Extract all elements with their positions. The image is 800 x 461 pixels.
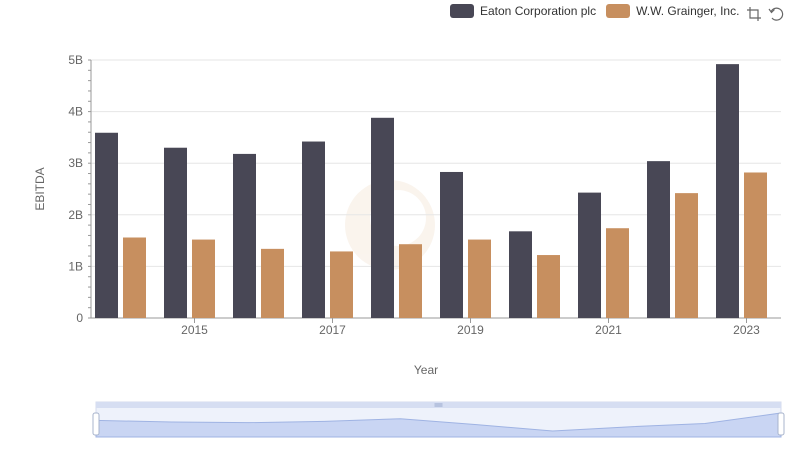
bar-grainger — [537, 255, 560, 318]
y-tick-label: 5B — [68, 53, 83, 67]
y-tick-label: 2B — [68, 208, 83, 222]
zoom-select-icon[interactable] — [746, 6, 762, 22]
x-tick-label: 2019 — [457, 323, 484, 337]
bar-grainger — [744, 172, 767, 318]
bar-eaton — [716, 64, 739, 319]
restore-icon[interactable] — [768, 6, 784, 22]
legend-label-grainger: W.W. Grainger, Inc. — [636, 4, 740, 18]
bar-eaton — [302, 141, 325, 318]
bar-grainger — [192, 239, 215, 318]
bar-grainger — [606, 228, 629, 318]
legend: Eaton Corporation plc W.W. Grainger, Inc… — [450, 4, 739, 18]
x-tick-label: 2015 — [181, 323, 208, 337]
x-tick-label: 2023 — [733, 323, 760, 337]
y-tick-label: 0 — [76, 311, 83, 325]
legend-label-eaton: Eaton Corporation plc — [480, 4, 597, 18]
legend-item-eaton[interactable]: Eaton Corporation plc — [450, 4, 596, 18]
y-tick-label: 3B — [68, 156, 83, 170]
bar-grainger — [123, 237, 146, 318]
zoom-drag-grip[interactable] — [434, 403, 443, 407]
legend-item-grainger[interactable]: W.W. Grainger, Inc. — [606, 4, 739, 18]
bar-grainger — [330, 251, 353, 318]
bar-eaton — [371, 117, 394, 319]
bar-eaton — [647, 161, 670, 318]
x-axis-title: Year — [414, 363, 438, 377]
legend-swatch-eaton — [450, 4, 474, 18]
y-tick-label: 1B — [68, 259, 83, 273]
chart-toolbar — [746, 6, 784, 22]
bar-grainger — [675, 193, 698, 318]
bar-grainger — [468, 239, 491, 318]
bar-eaton — [95, 132, 118, 318]
y-axis-title: EBITDA — [33, 167, 47, 210]
y-tick-label: 4B — [68, 105, 83, 119]
bar-eaton — [509, 231, 532, 318]
zoom-handle-left[interactable] — [92, 412, 100, 436]
bar-eaton — [164, 147, 187, 318]
bar-eaton — [440, 171, 463, 318]
bar-eaton — [578, 192, 601, 318]
bar-grainger — [261, 248, 284, 318]
x-tick-label: 2017 — [319, 323, 346, 337]
bar-eaton — [233, 153, 256, 318]
zoom-handle-right[interactable] — [777, 412, 785, 436]
legend-swatch-grainger — [606, 4, 631, 18]
x-tick-label: 2021 — [595, 323, 622, 337]
bar-grainger — [399, 244, 422, 318]
